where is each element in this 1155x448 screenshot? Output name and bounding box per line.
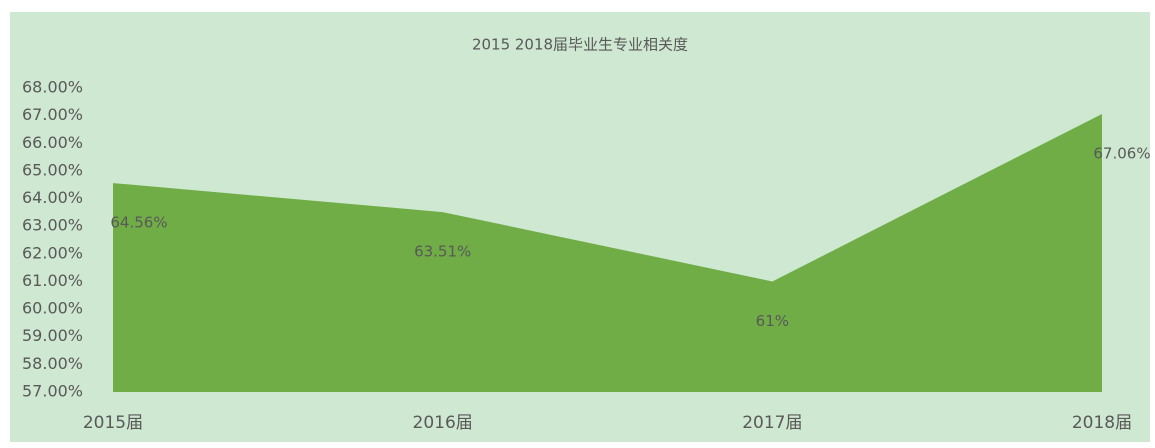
x-tick-label: 2015届 — [83, 413, 143, 433]
area — [113, 113, 1102, 392]
y-tick-label: 66.00% — [22, 133, 83, 152]
y-tick-label: 68.00% — [22, 78, 83, 97]
data-label: 64.56% — [110, 214, 167, 232]
x-tick-label: 2016届 — [413, 413, 473, 433]
x-tick-label: 2018届 — [1072, 413, 1132, 433]
y-tick-label: 64.00% — [22, 188, 83, 207]
y-tick-label: 58.00% — [22, 354, 83, 373]
y-tick-label: 63.00% — [22, 216, 83, 235]
y-tick-label: 61.00% — [22, 271, 83, 290]
y-tick-label: 62.00% — [22, 243, 83, 262]
y-tick-label: 65.00% — [22, 160, 83, 179]
data-label: 61% — [756, 312, 789, 330]
y-tick-label: 60.00% — [22, 299, 83, 318]
data-label: 63.51% — [414, 243, 471, 261]
y-tick-label: 57.00% — [22, 382, 83, 401]
data-label: 67.06% — [1093, 144, 1150, 162]
chart-title: 2015 2018届毕业生专业相关度 — [472, 36, 688, 54]
y-tick-label: 59.00% — [22, 326, 83, 345]
y-tick-label: 67.00% — [22, 105, 83, 124]
x-tick-label: 2017届 — [742, 413, 802, 433]
